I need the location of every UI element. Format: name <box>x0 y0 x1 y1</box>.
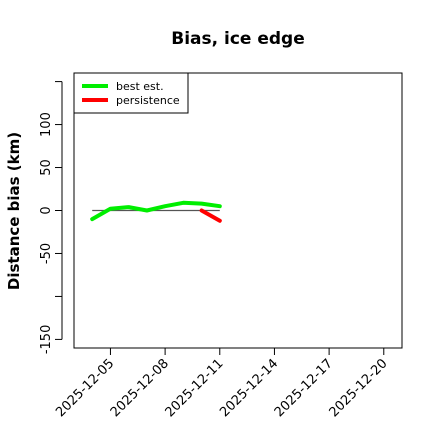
y-tick-label-4: 50 <box>39 159 54 176</box>
series-layer <box>90 200 222 223</box>
y-axis: -150 -50 0 50 100 <box>39 81 63 355</box>
series-line-1 <box>199 208 222 223</box>
y-tick-label-0: -150 <box>39 325 54 355</box>
legend-label-1: persistence <box>116 94 180 107</box>
y-axis-label: Distance bias (km) <box>5 132 23 290</box>
legend-label-0: best est. <box>116 80 164 93</box>
series-line-0 <box>90 200 222 222</box>
legend: best est.persistence <box>73 72 189 114</box>
y-tick-label-2: -50 <box>39 243 54 264</box>
x-tick-label-5: 2025-12-20 <box>327 356 391 420</box>
y-tick-label-5: 100 <box>39 112 54 137</box>
y-tick-label-3: 0 <box>39 206 54 214</box>
x-axis: 2025-12-052025-12-082025-12-112025-12-14… <box>53 347 391 420</box>
legend-box <box>73 72 189 114</box>
chart-title: Bias, ice edge <box>171 29 305 49</box>
